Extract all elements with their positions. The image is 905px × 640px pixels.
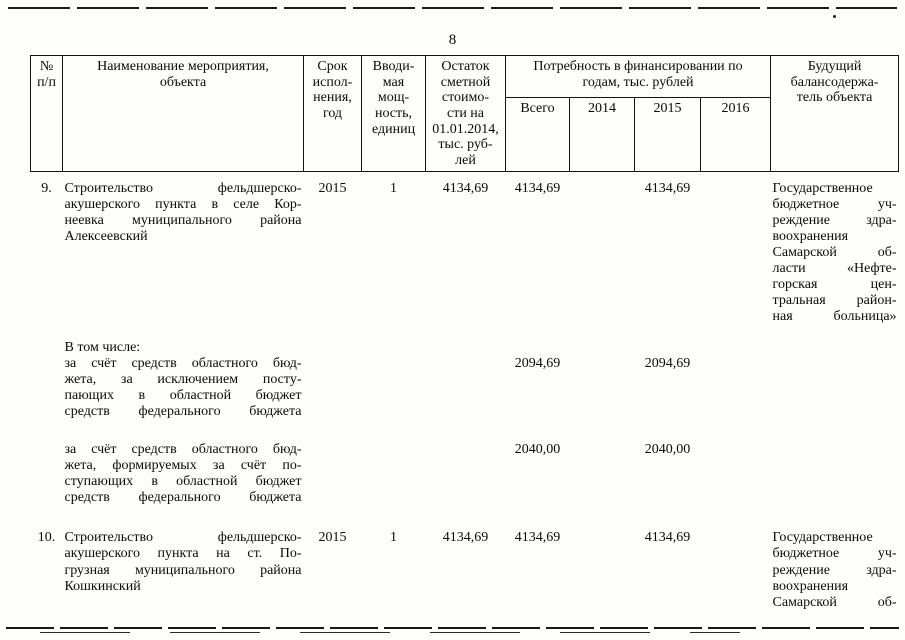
cell-row9-2015: 4134,69 [644,180,691,196]
cell-including-empty-4 [506,326,570,356]
cell-sub2-name: за счёт средств областного бюд- жета, фо… [64,442,302,506]
cell-including-empty-1 [304,326,362,356]
cell-including-empty-5 [570,326,635,356]
scan-artifact-bottom-line [6,627,899,629]
cell-sub1-total: 2094,69 [514,355,561,371]
cell-including-empty-8 [771,326,899,356]
cell-row10-capacity: 1 [390,530,397,546]
header-cell-balance: Остаток сметной стоимо- сти на 01.01.201… [425,55,506,172]
cell-sub1-2014-empty [570,356,635,442]
header-cell-funding-total: Всего [505,97,570,172]
table-row-including-label: В том числе: [31,326,899,356]
cell-including-num-empty [31,326,63,356]
cell-row10-name: Строительство фельдшерско- акушерского п… [64,530,302,594]
header-cell-funding-2016: 2016 [699,97,772,172]
cell-row9-balance: 4134,69 [442,180,489,196]
header-cell-term: Срок испол- нения, год [303,55,362,172]
header-cell-holder: Будущий балансодержа- тель объекта [770,55,900,172]
cell-row9-capacity: 1 [390,180,397,196]
cell-sub2-total: 2040,00 [514,442,561,458]
cell-sub1-term-empty [304,356,362,442]
cell-sub2-capacity-empty [362,442,426,530]
header-cell-funding-2015: 2015 [634,97,701,172]
scan-artifact-bottom-line-2 [40,632,740,633]
scan-artifact-dot [833,15,836,18]
header-cell-name: Наименование мероприятия, объекта [62,55,304,172]
funding-table: № п/п Наименование мероприятия, объекта … [30,54,900,611]
cell-including-empty-3 [426,326,506,356]
table-row-sub1: за счёт средств областного бюд- жета, за… [31,356,899,442]
cell-row10-num: 10. [37,530,56,546]
cell-including-label: В том числе: [64,339,141,355]
cell-row10-2015: 4134,69 [644,530,691,546]
cell-sub2-holder-empty [771,442,899,530]
header-cell-funding: Потребность в финансировании по годам, т… [504,54,772,99]
cell-including-empty-2 [362,326,426,356]
cell-row9-name: Строительство фельдшерско- акушерского п… [64,180,302,244]
cell-including-empty-6 [635,326,701,356]
cell-sub2-2016-empty [701,442,771,530]
cell-sub1-capacity-empty [362,356,426,442]
cell-row9-num: 9. [41,180,52,196]
table-body: 9. Строительство фельдшерско- акушерског… [31,171,899,611]
cell-sub1-holder-empty [771,356,899,442]
table-row-9: 9. Строительство фельдшерско- акушерског… [31,171,899,325]
cell-row9-2016 [701,171,771,325]
cell-row9-total: 4134,69 [514,180,561,196]
cell-row10-holder: Государственное бюджетное уч- реждение з… [772,530,897,610]
table-header: № п/п Наименование мероприятия, объекта … [30,54,900,172]
cell-sub2-num-empty [31,442,63,530]
cell-sub1-num-empty [31,356,63,442]
table-row-10: 10. Строительство фельдшерско- акушерско… [31,530,899,610]
cell-sub2-2015: 2040,00 [644,442,691,458]
page-number: 8 [448,32,457,48]
cell-row9-holder: Государственное бюджетное уч- реждение з… [772,180,897,325]
cell-row10-term: 2015 [318,530,347,546]
cell-sub1-balance-empty [426,356,506,442]
cell-row10-balance: 4134,69 [442,530,489,546]
scan-artifact-top-line [8,7,897,9]
cell-row10-total: 4134,69 [514,530,561,546]
cell-row9-2014 [570,171,635,325]
cell-sub1-name: за счёт средств областного бюд- жета, за… [64,355,302,419]
cell-sub2-balance-empty [426,442,506,530]
cell-row10-2016-empty [701,530,771,610]
cell-sub2-term-empty [304,442,362,530]
header-cell-funding-2014: 2014 [569,97,635,172]
table-row-sub2: за счёт средств областного бюд- жета, фо… [31,442,899,530]
header-cell-num: № п/п [30,55,63,172]
cell-row9-term: 2015 [318,180,347,196]
cell-sub2-2014-empty [570,442,635,530]
cell-sub1-2015: 2094,69 [644,355,691,371]
cell-sub1-2016-empty [701,356,771,442]
cell-including-empty-7 [701,326,771,356]
cell-row10-2014-empty [570,530,635,610]
header-cell-capacity: Вводи- мая мощ- ность, единиц [361,55,426,172]
